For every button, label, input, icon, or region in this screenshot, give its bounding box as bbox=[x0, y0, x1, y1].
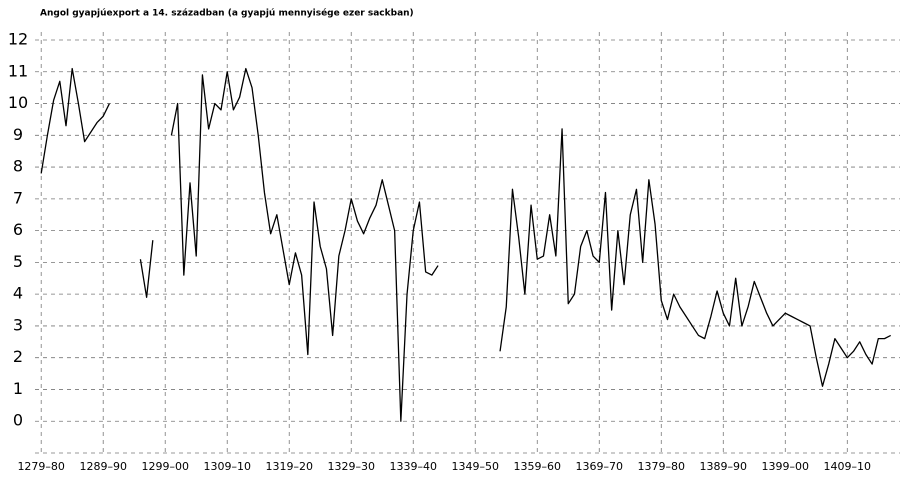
y-tick-label: 0 bbox=[13, 411, 23, 430]
data-line bbox=[170, 67, 439, 422]
x-tick-label: 1289–90 bbox=[79, 460, 127, 473]
x-tick-label: 1399–00 bbox=[762, 460, 810, 473]
y-tick-label: 5 bbox=[13, 252, 23, 271]
data-line bbox=[40, 67, 110, 174]
y-tick-label: 1 bbox=[13, 379, 23, 398]
x-tick-label: 1349–50 bbox=[452, 460, 500, 473]
y-tick-label: 4 bbox=[13, 284, 23, 303]
x-tick-label: 1279–80 bbox=[17, 460, 65, 473]
y-tick-label: 6 bbox=[13, 220, 23, 239]
y-tick-label: 3 bbox=[13, 315, 23, 334]
x-tick-label: 1309–10 bbox=[203, 460, 251, 473]
x-tick-label: 1409–10 bbox=[824, 460, 872, 473]
x-tick-label: 1319–20 bbox=[265, 460, 313, 473]
x-tick-label: 1329–30 bbox=[327, 460, 375, 473]
data-line bbox=[139, 240, 154, 298]
y-tick-label: 2 bbox=[13, 347, 23, 366]
x-tick-label: 1339–40 bbox=[389, 460, 437, 473]
x-tick-label: 1299–00 bbox=[141, 460, 189, 473]
y-tick-label: 10 bbox=[8, 93, 28, 112]
y-tick-label: 7 bbox=[13, 188, 23, 207]
y-tick-label: 11 bbox=[8, 61, 28, 80]
y-tick-label: 9 bbox=[13, 125, 23, 144]
x-tick-label: 1369–70 bbox=[576, 460, 624, 473]
y-tick-label: 12 bbox=[8, 30, 28, 49]
data-line bbox=[499, 128, 891, 387]
x-tick-label: 1389–90 bbox=[700, 460, 748, 473]
chart-title: Angol gyapjúexport a 14. században (a gy… bbox=[40, 8, 414, 19]
y-tick-label: 8 bbox=[13, 157, 23, 176]
x-tick-label: 1379–80 bbox=[638, 460, 686, 473]
x-tick-label: 1359–60 bbox=[514, 460, 562, 473]
